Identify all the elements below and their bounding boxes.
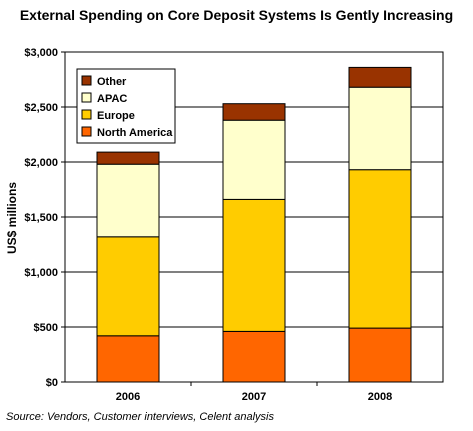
y-tick-label: $1,000 [24,267,58,279]
legend: Other APAC Europe North America [76,68,176,144]
bar-segment-north-america-2008 [348,327,412,383]
x-tick-label-2008: 2008 [368,391,392,403]
y-tick-labels: $0 $500 $1,000 $1,500 $2,000 $2,500 $3,000 [24,47,58,389]
legend-label-apac: APAC [97,93,127,105]
x-tick-label-2007: 2007 [242,391,266,403]
bar-segment-north-america-2007 [222,330,286,383]
chart-title: External Spending on Core Deposit System… [19,7,454,23]
plot-area-border [64,51,444,383]
source-note: Source: Vendors, Customer interviews, Ce… [6,411,274,423]
bar-segment-other-2006 [96,151,160,165]
bar-segment-europe-2008 [348,169,412,329]
legend-swatch-other [81,75,92,86]
legend-label-other: Other [97,76,127,88]
y-tick-label: $1,500 [24,212,58,224]
bar-segment-other-2007 [222,103,286,121]
bar-segment-other-2008 [348,66,412,88]
y-tick-label: $2,000 [24,157,58,169]
y-tick-label: $3,000 [24,47,58,59]
bar-segment-europe-2007 [222,198,286,332]
x-tick-label-2006: 2006 [116,391,140,403]
legend-label-europe: Europe [97,110,135,122]
x-tick-labels: 2006 2007 2008 [116,391,392,403]
bar-segment-apac-2008 [348,86,412,171]
bars [96,66,412,383]
y-axis-title: US$ millions [5,182,19,254]
y-tick-label: $2,500 [24,102,58,114]
axes [64,51,444,386]
legend-label-north-america: North America [97,127,173,139]
y-tick-label: $0 [46,377,58,389]
y-tick-label: $500 [34,322,58,334]
bar-segment-north-america-2006 [96,335,160,383]
legend-box [76,68,176,144]
legend-swatch-apac [81,92,92,103]
bar-segment-apac-2007 [222,119,286,200]
bar-segment-apac-2006 [96,163,160,238]
bar-segment-europe-2006 [96,236,160,337]
legend-swatch-north-america [81,126,92,137]
legend-swatch-europe [81,109,92,120]
